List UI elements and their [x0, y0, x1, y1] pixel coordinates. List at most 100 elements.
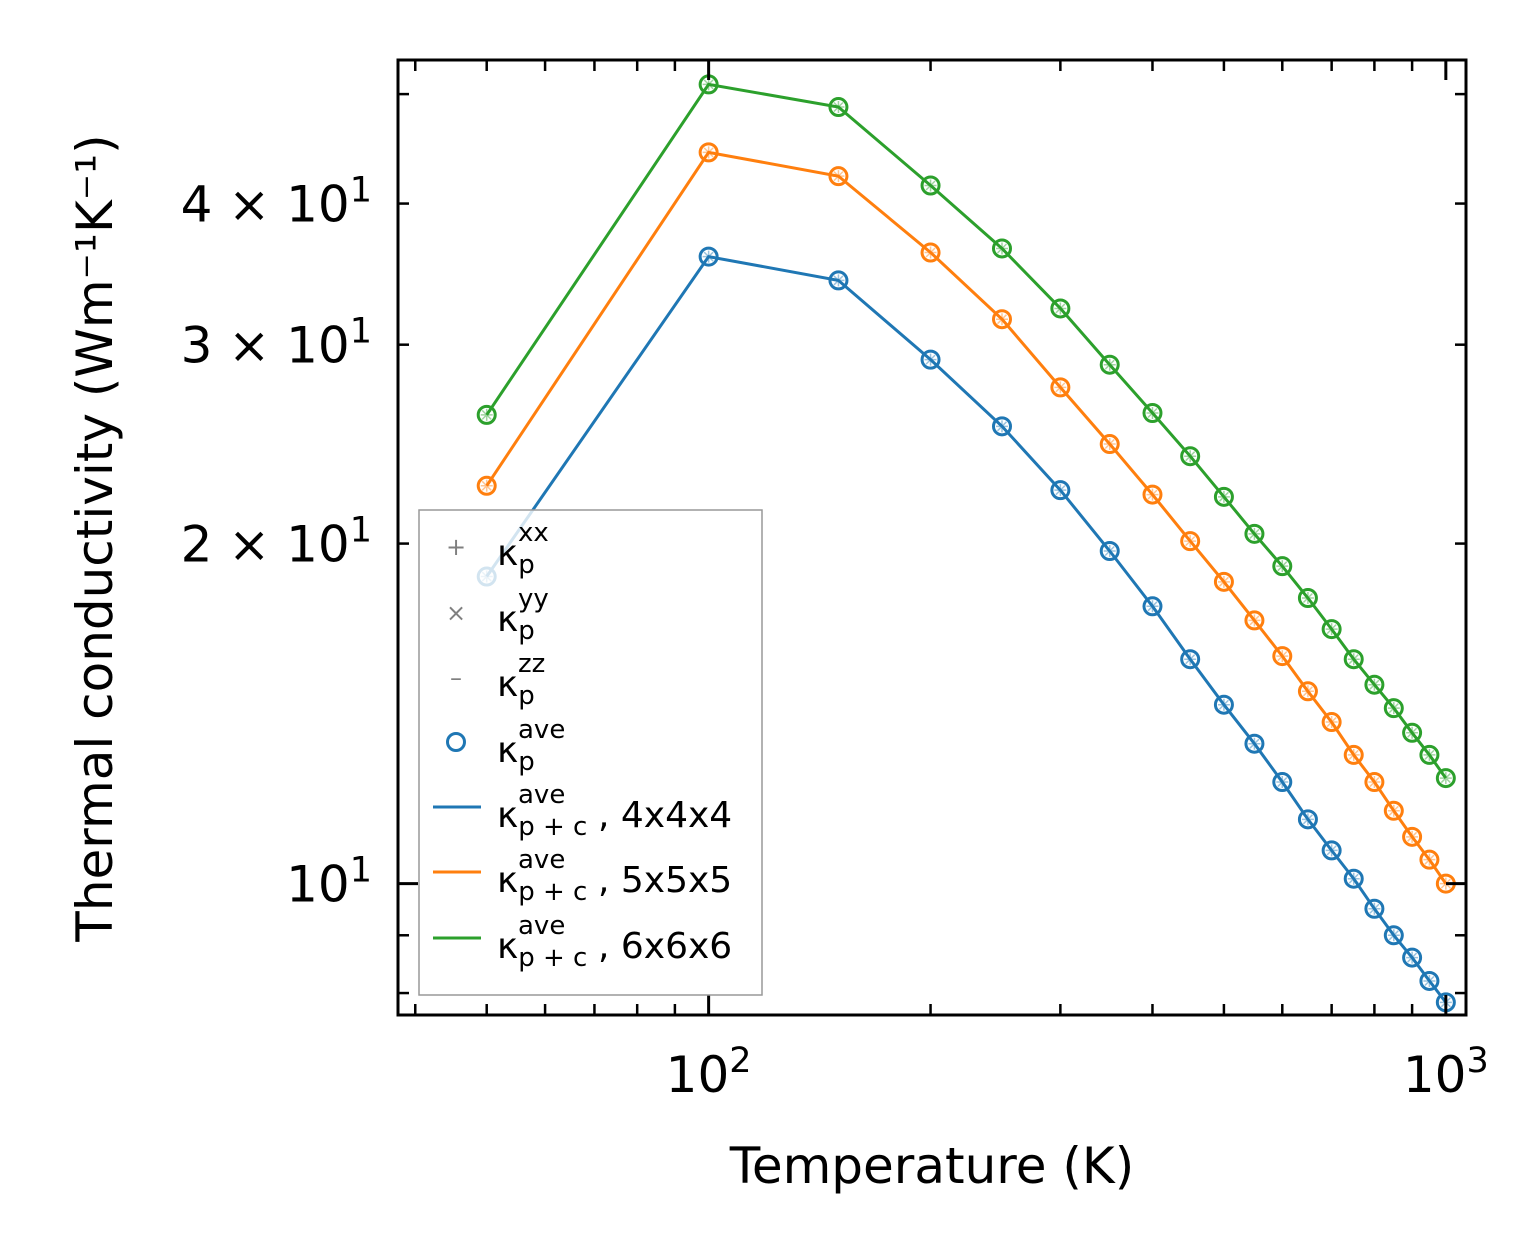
data-point-4x4x4: [1050, 480, 1071, 501]
marker-components: [1387, 929, 1400, 942]
legend-symbol-marker: –: [450, 664, 462, 692]
marker-circle: [1142, 402, 1163, 423]
legend-label: κpave: [497, 715, 565, 777]
data-point-6x6x6: [1244, 523, 1265, 544]
marker-circle: [1419, 849, 1440, 870]
data-point-6x6x6: [1297, 587, 1318, 608]
marker-components: [1423, 748, 1436, 761]
marker-components: [1054, 302, 1067, 315]
data-point-4x4x4: [1213, 694, 1234, 715]
data-point-5x5x5: [1272, 646, 1293, 667]
marker-components: [1184, 653, 1197, 666]
marker-components: [1301, 813, 1314, 826]
data-point-4x4x4: [1244, 733, 1265, 754]
marker-components: [1301, 685, 1314, 698]
legend-label: κpzz: [497, 649, 545, 711]
data-point-5x5x5: [1297, 681, 1318, 702]
legend-entry: κp + cave, 5x5x5: [433, 845, 732, 907]
marker-components: [1146, 488, 1159, 501]
data-point-4x4x4: [1343, 868, 1364, 889]
marker-circle: [1213, 571, 1234, 592]
marker-components: [1276, 560, 1289, 573]
legend-symbol-marker: +: [446, 533, 466, 561]
marker-circle: [1402, 947, 1423, 968]
marker-components: [1347, 653, 1360, 666]
marker-components: [1103, 544, 1116, 557]
marker-components: [1217, 698, 1230, 711]
marker-components: [1368, 902, 1381, 915]
data-point-5x5x5: [991, 309, 1012, 330]
marker-components: [1368, 678, 1381, 691]
marker-components: [1406, 951, 1419, 964]
marker-circle: [1383, 800, 1404, 821]
marker-circle: [920, 175, 941, 196]
data-point-5x5x5: [1213, 571, 1234, 592]
marker-components: [1406, 830, 1419, 843]
data-point-6x6x6: [1383, 698, 1404, 719]
data-point-4x4x4: [1321, 840, 1342, 861]
series-layer: [476, 74, 1456, 1013]
y-tick-label: 101: [286, 851, 372, 914]
marker-components: [995, 313, 1008, 326]
marker-components: [702, 146, 715, 159]
marker-circle: [991, 416, 1012, 437]
marker-circle: [698, 142, 719, 163]
marker-circle: [1364, 772, 1385, 793]
legend-entry: – κpzz: [450, 649, 545, 711]
marker-circle: [1244, 610, 1265, 631]
data-point-6x6x6: [1272, 556, 1293, 577]
marker-circle: [1142, 484, 1163, 505]
data-point-5x5x5: [1419, 849, 1440, 870]
data-point-6x6x6: [1402, 722, 1423, 743]
data-point-6x6x6: [920, 175, 941, 196]
marker-circle: [1343, 744, 1364, 765]
data-point-5x5x5: [1383, 800, 1404, 821]
data-point-6x6x6: [1435, 768, 1456, 789]
marker-components: [480, 479, 493, 492]
data-point-6x6x6: [991, 238, 1012, 259]
data-point-5x5x5: [1343, 744, 1364, 765]
marker-components: [702, 250, 715, 263]
marker-components: [995, 420, 1008, 433]
marker-components: [832, 274, 845, 287]
data-point-4x4x4: [1180, 649, 1201, 670]
x-axis-label: Temperature (K): [729, 1137, 1134, 1195]
data-point-4x4x4: [1142, 596, 1163, 617]
marker-circle: [1419, 970, 1440, 991]
data-point-6x6x6: [1343, 649, 1364, 670]
marker-circle: [476, 404, 497, 425]
marker-circle: [1050, 480, 1071, 501]
legend-entry: κp + cave, 4x4x4: [433, 780, 732, 842]
marker-components: [1439, 772, 1452, 785]
data-point-5x5x5: [698, 142, 719, 163]
marker-components: [702, 78, 715, 91]
marker-circle: [991, 309, 1012, 330]
marker-components: [1103, 358, 1116, 371]
marker-components: [1248, 737, 1261, 750]
data-point-6x6x6: [1180, 446, 1201, 467]
legend-entry: κpave: [446, 715, 565, 777]
marker-circle: [1321, 619, 1342, 640]
marker-components: [832, 101, 845, 114]
marker-components: [1248, 527, 1261, 540]
legend-label: κp + cave, 6x6x6: [497, 911, 732, 973]
data-point-4x4x4: [991, 416, 1012, 437]
marker-circle: [1050, 298, 1071, 319]
marker-circle: [476, 475, 497, 496]
marker-components: [1347, 748, 1360, 761]
data-point-5x5x5: [1402, 826, 1423, 847]
series-line-5x5x5: [485, 150, 1448, 885]
marker-circle: [1321, 712, 1342, 733]
data-point-6x6x6: [828, 97, 849, 118]
legend-entry: + κpxx: [446, 518, 549, 580]
marker-components: [1325, 844, 1338, 857]
legend-symbol-marker: ×: [446, 599, 466, 627]
data-point-4x4x4: [698, 246, 719, 267]
marker-components: [1184, 535, 1197, 548]
data-point-4x4x4: [828, 270, 849, 291]
data-point-4x4x4: [1099, 540, 1120, 561]
marker-circle: [1213, 486, 1234, 507]
legend-entry: κp + cave, 6x6x6: [433, 911, 732, 973]
